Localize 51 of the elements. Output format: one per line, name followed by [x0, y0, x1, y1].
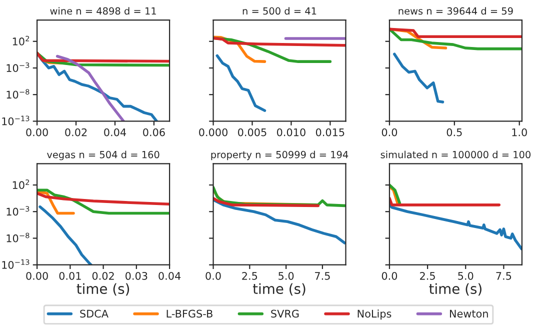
- line-series: [37, 190, 75, 215]
- line-series: [37, 188, 170, 215]
- x-tick-label: 0.03: [126, 272, 148, 280]
- x-tick-label: 0.0: [206, 272, 221, 280]
- y-tick-label: 10$^{−13}$: [2, 259, 30, 269]
- y-tick-label: 10$^{−8}$: [6, 232, 30, 242]
- legend-label: NoLips: [358, 310, 392, 320]
- y-tick-label: 10$^{−13}$: [2, 116, 30, 126]
- x-tick-label: 0.005: [238, 128, 266, 136]
- x-tick-label: 7.5: [496, 272, 512, 280]
- x-axis-title: time (s): [76, 283, 130, 296]
- y-tick-label: 10$^{2}$: [12, 179, 30, 190]
- x-tick-label: 0.010: [276, 128, 306, 136]
- x-tick-label: 0.01: [59, 272, 81, 280]
- chart-title: n = 500 d = 41: [242, 7, 316, 15]
- chart-title: news n = 39644 d = 59: [398, 7, 513, 15]
- chart-title: wine n = 4898 d = 11: [50, 7, 156, 15]
- chart-title: vegas n = 504 d = 160: [46, 150, 160, 160]
- x-tick-label: 0.02: [92, 272, 114, 280]
- x-axis-title: time (s): [429, 283, 482, 296]
- x-tick-label: 0.5: [446, 128, 462, 136]
- x-tick-label: 0.0: [382, 272, 398, 280]
- x-tick-label: 0.0: [382, 128, 398, 136]
- x-tick-label: 0.04: [104, 128, 126, 136]
- x-tick-label: 0.015: [316, 128, 344, 136]
- x-tick-label: 2.5: [420, 272, 435, 280]
- legend-label: SVRG: [271, 310, 299, 318]
- x-tick-label: 5.0: [278, 272, 294, 280]
- y-tick-label: 10$^{−8}$: [6, 89, 30, 99]
- x-tick-label: 2.5: [242, 272, 258, 280]
- legend-label: L-BFGS-B: [166, 310, 212, 318]
- x-tick-label: 5.0: [458, 272, 474, 280]
- chart-title: property n = 50999 d = 194: [211, 150, 348, 160]
- y-tick-label: 10$^{2}$: [12, 36, 30, 46]
- line-series: [56, 54, 125, 122]
- line-series: [37, 192, 170, 206]
- x-tick-label: 7.5: [315, 272, 330, 280]
- x-tick-label: 0.04: [158, 272, 181, 280]
- x-tick-label: 0.06: [143, 128, 165, 136]
- legend-label: Newton: [450, 310, 488, 318]
- x-tick-label: 0.00: [26, 128, 48, 136]
- y-tick-label: 10$^{−3}$: [6, 206, 30, 216]
- legend-label: SDCA: [80, 310, 108, 318]
- x-tick-label: 0.000: [199, 128, 228, 136]
- y-tick-label: 10$^{−3}$: [6, 62, 30, 72]
- chart-title: simulated n = 100000 d = 100: [380, 150, 531, 158]
- x-tick-label: 0.00: [26, 272, 48, 280]
- x-tick-label: 0.02: [65, 128, 87, 136]
- x-axis-title: time (s): [252, 283, 306, 296]
- line-series: [38, 205, 92, 265]
- x-tick-label: 1.0: [512, 128, 527, 136]
